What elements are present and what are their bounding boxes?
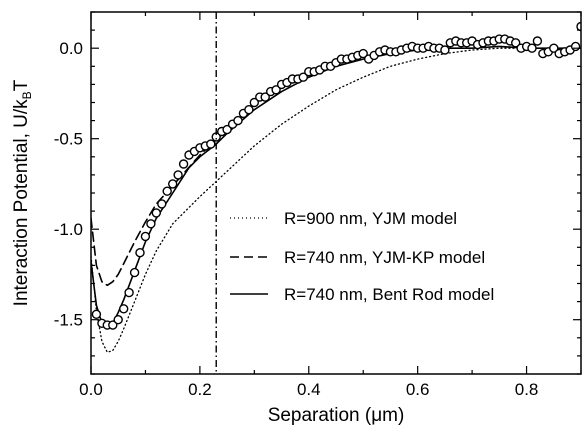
data-point: [178, 159, 189, 169]
data-point: [440, 45, 450, 55]
y-tick-label: 0.0: [59, 39, 83, 58]
data-point: [532, 36, 543, 46]
data-point: [108, 320, 118, 330]
data-point: [233, 115, 243, 126]
data-point: [249, 97, 260, 108]
y-axis-title-subscript: B: [20, 91, 34, 99]
data-point: [527, 43, 537, 53]
data-point: [118, 304, 129, 314]
x-tick-label: 0.0: [79, 380, 103, 399]
y-tick-label: -0.5: [54, 130, 83, 149]
axis-tick-labels: 0.0 0.2 0.4 0.6 0.8 0.0 -0.5 -1.0 -1.5: [54, 39, 539, 399]
data-point: [358, 48, 368, 59]
data-point: [157, 199, 167, 209]
y-tick-label: -1.5: [54, 311, 83, 330]
y-tick-label: -1.0: [54, 220, 83, 239]
data-point: [511, 38, 521, 48]
data-point: [576, 21, 581, 32]
y-axis-title-main: Interaction Potential, U/k: [11, 99, 32, 306]
data-point: [222, 124, 232, 135]
legend-label-bent-rod: R=740 nm, Bent Rod model: [284, 285, 494, 304]
series-line-dotted: [91, 47, 581, 353]
data-point: [113, 315, 123, 325]
legend-label-yjm-kp: R=740 nm, YJM-KP model: [284, 248, 485, 267]
data-point: [151, 208, 162, 218]
data-point: [167, 179, 178, 189]
data-point: [271, 85, 281, 95]
y-axis-title-tail: T: [11, 79, 32, 91]
data-point: [140, 231, 151, 242]
data-point: [570, 41, 581, 52]
data-point: [173, 170, 183, 180]
axis-ticks: [90, 11, 582, 375]
data-point: [298, 72, 308, 82]
data-point: [549, 43, 559, 53]
data-point: [135, 247, 145, 258]
legend-label-yjm: R=900 nm, YJM model: [284, 209, 457, 228]
data-point: [162, 186, 172, 196]
series-layer: [91, 45, 581, 353]
data-point: [206, 139, 216, 149]
data-point: [124, 287, 134, 298]
x-axis-title: Separation (μm): [268, 405, 405, 426]
y-axis-title: Interaction Potential, U/kBT: [11, 79, 34, 306]
data-point: [260, 92, 270, 102]
x-tick-label: 0.6: [406, 380, 430, 399]
legend: R=900 nm, YJM model R=740 nm, YJM-KP mod…: [230, 209, 494, 304]
data-point: [244, 104, 254, 115]
data-point: [91, 309, 102, 319]
x-tick-label: 0.4: [297, 380, 321, 399]
data-point: [146, 219, 156, 229]
data-points-layer: [91, 21, 581, 330]
data-point: [129, 267, 140, 278]
x-tick-label: 0.8: [515, 380, 539, 399]
x-tick-label: 0.2: [188, 380, 212, 399]
